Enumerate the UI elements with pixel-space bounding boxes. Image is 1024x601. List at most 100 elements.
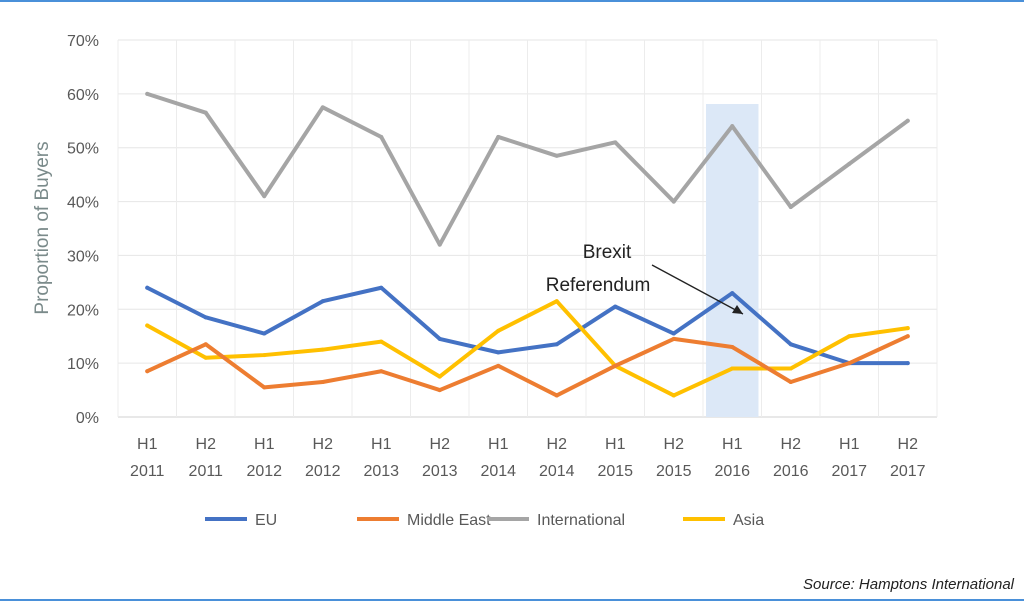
x-tick-label-half: H2 — [547, 436, 568, 453]
x-tick-label-year: 2012 — [246, 463, 282, 480]
annotation-arrowhead — [732, 305, 743, 314]
x-tick-label-half: H2 — [781, 436, 802, 453]
x-tick-label-half: H2 — [196, 436, 217, 453]
brexit-highlight — [706, 104, 759, 417]
x-tick-label-half: H1 — [371, 436, 392, 453]
brexit-annotation: Brexit Referendum — [546, 242, 744, 315]
y-tick-label: 50% — [67, 141, 99, 158]
legend-label-asia: Asia — [733, 512, 764, 529]
x-tick-label-year: 2016 — [773, 463, 809, 480]
x-tick-label-year: 2015 — [597, 463, 633, 480]
x-tick-label-half: H1 — [605, 436, 626, 453]
data-point-middle-east — [262, 385, 267, 390]
gridlines — [117, 39, 938, 418]
data-point-eu — [437, 336, 442, 341]
data-point-eu — [554, 342, 559, 347]
data-point-asia — [379, 339, 384, 344]
data-point-asia — [496, 328, 501, 333]
x-tick-label-year: 2011 — [189, 463, 224, 480]
data-point-middle-east — [145, 369, 150, 374]
data-point-international — [203, 110, 208, 115]
data-point-middle-east — [905, 334, 910, 339]
x-tick-label-year: 2017 — [890, 463, 926, 480]
data-point-middle-east — [788, 379, 793, 384]
data-point-middle-east — [203, 342, 208, 347]
data-point-eu — [671, 331, 676, 336]
annotation-arrow — [651, 264, 744, 315]
legend-label-eu: EU — [255, 512, 277, 529]
data-point-asia — [145, 323, 150, 328]
bottom-border — [0, 599, 1024, 601]
annotation-line-2: Referendum — [546, 275, 651, 296]
data-point-international — [671, 199, 676, 204]
x-tick-label-half: H2 — [313, 436, 334, 453]
data-point-international — [496, 134, 501, 139]
data-point-middle-east — [613, 363, 618, 368]
data-point-eu — [203, 315, 208, 320]
data-point-international — [437, 242, 442, 247]
data-point-eu — [730, 291, 735, 296]
legend-label-international: International — [537, 512, 625, 529]
y-tick-label: 20% — [67, 302, 99, 319]
x-tick-label-year: 2017 — [831, 463, 867, 480]
highlight-band — [706, 104, 759, 417]
series-line-international — [145, 91, 910, 247]
x-tick-label-half: H2 — [898, 436, 919, 453]
x-tick-label-year: 2014 — [480, 463, 516, 480]
data-point-asia — [203, 355, 208, 360]
y-tick-label: 40% — [67, 195, 99, 212]
y-tick-label: 60% — [67, 87, 99, 104]
data-point-asia — [262, 353, 267, 358]
data-point-international — [847, 161, 852, 166]
data-point-eu — [379, 285, 384, 290]
data-point-asia — [437, 374, 442, 379]
data-point-middle-east — [671, 336, 676, 341]
x-tick-label-half: H2 — [430, 436, 451, 453]
data-point-asia — [671, 393, 676, 398]
x-tick-label-year: 2013 — [422, 463, 458, 480]
series-line-eu — [145, 285, 910, 366]
y-tick-label: 0% — [76, 410, 99, 427]
data-point-international — [613, 140, 618, 145]
data-point-international — [730, 124, 735, 129]
source-note: Source: Hamptons International — [803, 576, 1014, 593]
data-point-middle-east — [730, 344, 735, 349]
x-tick-label-half: H1 — [254, 436, 275, 453]
data-point-international — [554, 153, 559, 158]
x-tick-label-year: 2011 — [130, 463, 165, 480]
data-point-asia — [554, 299, 559, 304]
data-point-international — [379, 134, 384, 139]
data-point-eu — [320, 299, 325, 304]
data-point-asia — [730, 366, 735, 371]
data-point-eu — [145, 285, 150, 290]
data-point-eu — [613, 304, 618, 309]
data-point-international — [145, 91, 150, 96]
x-tick-label-year: 2012 — [305, 463, 341, 480]
y-tick-label: 70% — [67, 33, 99, 50]
x-tick-label-year: 2016 — [714, 463, 750, 480]
y-tick-label: 10% — [67, 356, 99, 373]
y-axis-ticks: 0% 10% 20% 30% 40% 50% 60% 70% — [67, 33, 99, 427]
legend: EU Middle East International Asia — [205, 512, 764, 529]
data-point-international — [320, 105, 325, 110]
x-tick-label-half: H1 — [137, 436, 158, 453]
data-point-middle-east — [554, 393, 559, 398]
y-axis-label: Proportion of Buyers — [32, 141, 53, 314]
y-tick-label: 30% — [67, 248, 99, 265]
data-point-eu — [905, 361, 910, 366]
x-tick-label-half: H2 — [664, 436, 685, 453]
data-point-eu — [262, 331, 267, 336]
data-point-international — [262, 194, 267, 199]
data-point-middle-east — [847, 361, 852, 366]
data-point-international — [788, 204, 793, 209]
annotation-line-1: Brexit — [583, 242, 632, 263]
data-point-middle-east — [496, 363, 501, 368]
data-point-asia — [788, 366, 793, 371]
x-tick-label-half: H1 — [722, 436, 743, 453]
data-point-eu — [496, 350, 501, 355]
x-tick-label-half: H1 — [488, 436, 509, 453]
legend-label-middle-east: Middle East — [407, 512, 491, 529]
x-axis-ticks: H1 2011 H2 2011 H1 2012 H2 2012 H1 2013 H2 2013 H1 20… — [130, 436, 926, 480]
top-border — [0, 0, 1024, 2]
